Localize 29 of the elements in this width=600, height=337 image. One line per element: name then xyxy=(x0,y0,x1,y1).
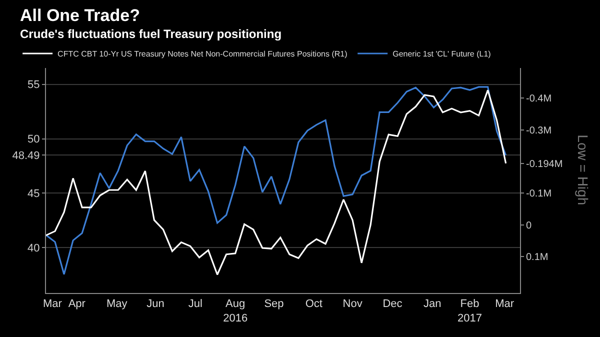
legend-label: Generic 1st 'CL' Future (L1) xyxy=(392,50,492,59)
y2-tick-label: -0.4M xyxy=(526,94,552,105)
y-tick-label: 45 xyxy=(28,188,40,200)
x-tick-label: Mar xyxy=(42,298,62,310)
x-tick-label: Feb 2017 xyxy=(458,298,482,324)
x-tick-label: Sep xyxy=(264,298,284,310)
text: Low = High xyxy=(574,134,591,206)
chart-subtitle: Crude's fluctuations fuel Treasury positioning xyxy=(20,27,282,41)
y-tick-label: 55 xyxy=(28,79,40,92)
y2-tick-label: 0.1M xyxy=(526,252,548,264)
y2-tick-label: -0.3M xyxy=(526,125,552,136)
x-tick-label: Aug 2016 xyxy=(223,298,248,324)
legend-label: CFTC CBT 10-Yr US Treasury Notes Net Non-Commercial Futures Positions (R1) xyxy=(58,50,348,59)
y-tick-label: 50 xyxy=(28,134,40,146)
y-tick-label: 48.49 xyxy=(12,150,40,162)
x-tick-label: Oct xyxy=(305,298,322,310)
x-tick-label: Jun xyxy=(146,298,164,310)
x-tick-label: Jan xyxy=(424,298,442,310)
y-tick-label: 40 xyxy=(28,242,40,255)
y2-tick-label: -0.1M xyxy=(526,188,552,200)
x-tick-label: Apr xyxy=(68,298,86,310)
x-tick-label: Dec xyxy=(382,298,403,310)
x-tick-label: May xyxy=(106,298,128,310)
x-tick-label: Jul xyxy=(188,298,202,310)
chart-title: All One Trade? xyxy=(20,6,140,25)
x-tick-label: Mar xyxy=(495,298,514,310)
y2-tick-label: -0.194M xyxy=(526,158,563,170)
x-tick-label: Nov xyxy=(342,298,363,310)
y2-tick-label: 0 xyxy=(526,220,532,232)
